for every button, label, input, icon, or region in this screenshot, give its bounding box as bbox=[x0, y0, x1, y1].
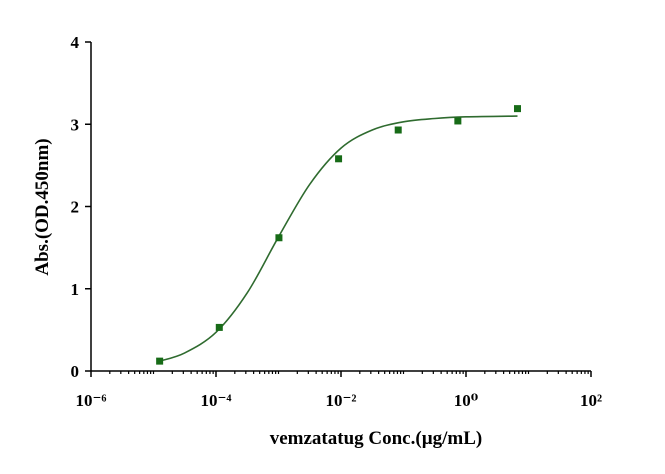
y-axis-title: Abs.(OD.450nm) bbox=[32, 138, 53, 275]
x-axis-title: vemzatatug Conc.(µg/mL) bbox=[270, 428, 483, 449]
y-tick-label: 2 bbox=[71, 198, 80, 217]
x-tick-label: 10² bbox=[580, 391, 602, 410]
data-point bbox=[156, 357, 164, 365]
y-tick-label: 0 bbox=[71, 362, 80, 381]
data-point bbox=[275, 234, 283, 242]
x-tick-label: 10⁻⁴ bbox=[200, 391, 231, 410]
data-point bbox=[335, 155, 343, 163]
y-tick-label: 3 bbox=[71, 115, 80, 134]
data-point bbox=[394, 126, 402, 134]
data-point bbox=[215, 323, 223, 331]
data-point bbox=[454, 117, 462, 125]
fit-curve bbox=[159, 115, 518, 362]
y-tick-label: 4 bbox=[71, 33, 80, 52]
x-tick-label: 10⁰ bbox=[454, 391, 478, 410]
x-tick-label: 10⁻⁶ bbox=[75, 391, 106, 410]
x-tick-label: 10⁻² bbox=[325, 391, 356, 410]
y-tick-label: 1 bbox=[71, 280, 80, 299]
data-point bbox=[513, 105, 521, 113]
